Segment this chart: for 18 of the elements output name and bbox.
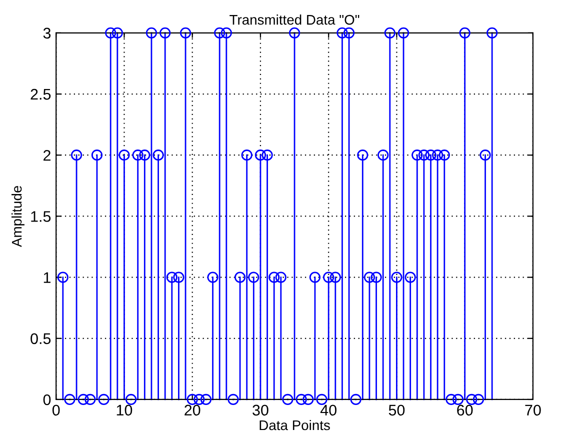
y-tick-label: 2 — [44, 150, 50, 161]
x-tick-label: 60 — [457, 404, 473, 416]
x-tick-label: 50 — [388, 404, 405, 416]
y-tick-label: 3 — [43, 28, 51, 39]
x-tick-label: 40 — [320, 404, 336, 416]
x-tick-label: 70 — [525, 404, 541, 416]
x-axis-title: Data Points — [260, 420, 330, 430]
y-axis-title: Amplitude — [12, 186, 24, 248]
x-tick-label: 20 — [184, 404, 200, 416]
x-tick-label: 30 — [252, 404, 268, 416]
y-tick-label: 1 — [44, 272, 50, 283]
y-tick-label: 1.5 — [31, 211, 51, 222]
y-tick-label: 0 — [43, 394, 51, 406]
y-tick-label: 0.5 — [30, 333, 51, 344]
x-tick-label: 0 — [52, 404, 60, 416]
chart-title: Transmitted Data "O" — [230, 14, 360, 25]
y-tick-label: 2.5 — [30, 88, 51, 100]
x-tick-label: 10 — [116, 404, 132, 416]
